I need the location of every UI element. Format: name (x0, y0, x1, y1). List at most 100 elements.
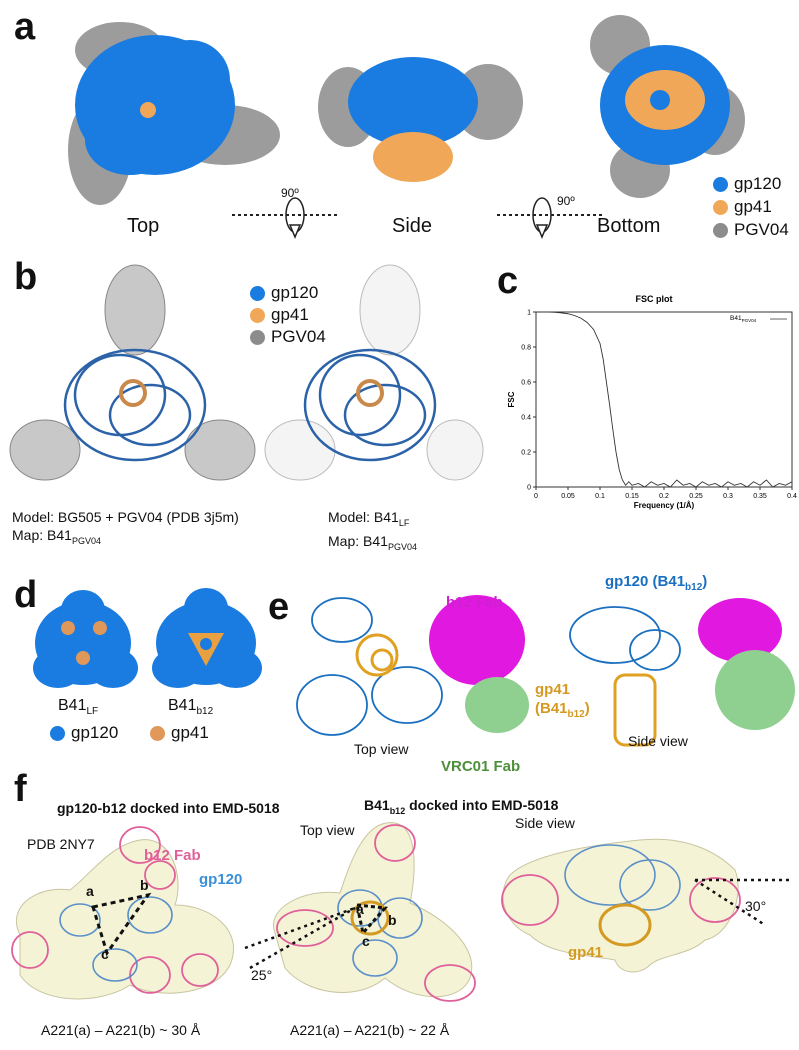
y-tick-label: 0.6 (521, 380, 531, 387)
x-tick-label: 0.4 (787, 493, 797, 500)
right-model-text: Model: B41LF (328, 509, 410, 528)
view-label-top: Top (127, 215, 160, 237)
fsc-chart: 0 0.05 0.1 0.15 0.2 0.25 0.3 0.35 0.4 0 0.2 0.4 0.6 0… (507, 294, 797, 510)
legend-dot (713, 222, 728, 238)
x-tick-label: 0 (534, 493, 538, 500)
view-label-bottom: Bottom (597, 215, 661, 237)
panel-b-left-caption: Model: BG505 + PGV04 (PDB 3j5m) Map: B41… (12, 508, 239, 550)
point-c-mid: c (362, 933, 370, 949)
panel-b-legend-gp120: gp120 (250, 283, 318, 303)
plot-frame (535, 311, 793, 488)
panel-b-right-model (264, 264, 484, 481)
panel-a-label: a (14, 6, 36, 48)
left-map-text: Map: B41PGV04 (12, 527, 101, 546)
panel-b-right-caption: Model: B41LF Map: B41PGV04 (328, 508, 417, 556)
legend-dot (50, 725, 65, 741)
legend-dot (250, 329, 265, 345)
panel-f-title-right: B41b12 docked into EMD-5018 (364, 797, 559, 816)
y-tick-label: 0.2 (521, 450, 531, 457)
panel-d-legend-gp120: gp120 (50, 723, 118, 743)
panel-e-b12-fab-label: b12 Fab (446, 594, 503, 611)
panel-e-gp41-label: gp41 (B41b12) (535, 681, 590, 720)
point-b-left: b (140, 877, 149, 893)
x-tick-label: 0.1 (595, 493, 605, 500)
panel-e-vrc01-fab-label: VRC01 Fab (441, 758, 521, 775)
panel-e-label: e (268, 586, 290, 628)
y-tick-label: 0.8 (521, 345, 531, 352)
panel-f-pdb-label: PDB 2NY7 (27, 836, 95, 852)
panel-d-b41b12-surface (152, 588, 262, 688)
panel-f-b12-fab-label: b12 Fab (144, 847, 201, 864)
panel-f-title-left: gp120-b12 docked into EMD-5018 (57, 800, 280, 816)
legend-dot (713, 199, 728, 215)
x-tick-label: 0.25 (689, 493, 703, 500)
rotation-arrow-1 (232, 197, 337, 239)
panel-b-left-model (9, 264, 256, 481)
y-tick-label: 1 (527, 310, 531, 317)
y-tick-label: 0.4 (521, 415, 531, 422)
panel-f-label: f (14, 768, 27, 810)
panel-e-top-view-label: Top view (354, 741, 409, 757)
y-axis-label: FSC (507, 391, 516, 407)
legend-dot (713, 176, 728, 192)
legend-label: gp120 (271, 283, 319, 302)
panel-a-top-structure (68, 22, 280, 205)
panel-e-top-view-model (296, 595, 529, 736)
panel-c-label: c (497, 260, 519, 302)
legend-label: PGV04 (734, 220, 789, 239)
x-tick-label: 0.15 (625, 493, 639, 500)
left-model-text: Model: BG505 + PGV04 (PDB 3j5m) (12, 509, 239, 525)
legend-label: gp41 (171, 723, 209, 742)
fsc-series-line (536, 311, 793, 488)
rotation-arrow-2 (497, 197, 602, 239)
x-tick-label: 0.2 (659, 493, 669, 500)
point-c-left: c (101, 946, 109, 962)
panel-f-gp41-label: gp41 (568, 944, 604, 961)
legend-label: gp120 (71, 723, 119, 742)
legend-dot (250, 285, 265, 301)
panel-a-legend-pgv04: PGV04 (713, 220, 789, 240)
panel-e-gp120-label: gp120 (B41b12) (605, 573, 708, 593)
x-tick-label: 0.05 (561, 493, 575, 500)
panel-f-left-map (11, 826, 235, 1000)
panel-f-angle-right: 30° (745, 898, 767, 914)
legend-dot (150, 725, 165, 741)
point-a-left: a (86, 883, 94, 899)
x-tick-label: 0.3 (723, 493, 733, 500)
legend-label: gp41 (271, 305, 309, 324)
x-axis-label: Frequency (1/Å) (634, 501, 695, 510)
panel-e-side-view-model (569, 598, 795, 747)
view-label-side: Side (392, 215, 433, 237)
panel-a-bottom-structure (590, 15, 745, 198)
panel-d-label: d (14, 574, 38, 616)
x-tick-label: 0.35 (753, 493, 767, 500)
legend-label: gp41 (734, 197, 772, 216)
legend-dot (250, 307, 265, 323)
panel-d-label-b41lf: B41LF (58, 697, 99, 718)
rotation-label-2: 90º (557, 194, 575, 208)
y-tick-label: 0 (527, 485, 531, 492)
panel-b-legend-gp41: gp41 (250, 305, 309, 325)
panel-a-side-structure (318, 57, 523, 182)
panel-d-label-b41b12: B41b12 (168, 697, 214, 718)
panel-f-dist-left: A221(a) – A221(b) ~ 30 Å (41, 1022, 201, 1038)
panel-a-legend-gp41: gp41 (713, 197, 772, 217)
rotation-label-1: 90º (281, 186, 299, 200)
legend-label: gp120 (734, 174, 782, 193)
panel-f-angle-left: 25° (251, 967, 273, 983)
panel-f-top-view-label: Top view (300, 822, 355, 838)
panel-b-label: b (14, 256, 38, 298)
legend-label: PGV04 (271, 327, 326, 346)
point-a-mid: a (356, 901, 364, 917)
panel-f-side-view-label: Side view (515, 815, 575, 831)
panel-d-legend-gp41: gp41 (150, 723, 209, 743)
panel-f-gp120-label: gp120 (199, 871, 243, 888)
panel-f-dist-mid: A221(a) – A221(b) ~ 22 Å (290, 1022, 450, 1038)
panel-b-legend-pgv04: PGV04 (250, 327, 326, 347)
chart-title: FSC plot (636, 294, 673, 304)
panel-d-b41lf-surface (33, 590, 138, 688)
panel-f-mid-map (244, 822, 476, 1002)
point-b-mid: b (388, 912, 397, 928)
legend-entry: B41PGV04 (730, 315, 757, 323)
panel-e-side-view-label: Side view (628, 733, 688, 749)
